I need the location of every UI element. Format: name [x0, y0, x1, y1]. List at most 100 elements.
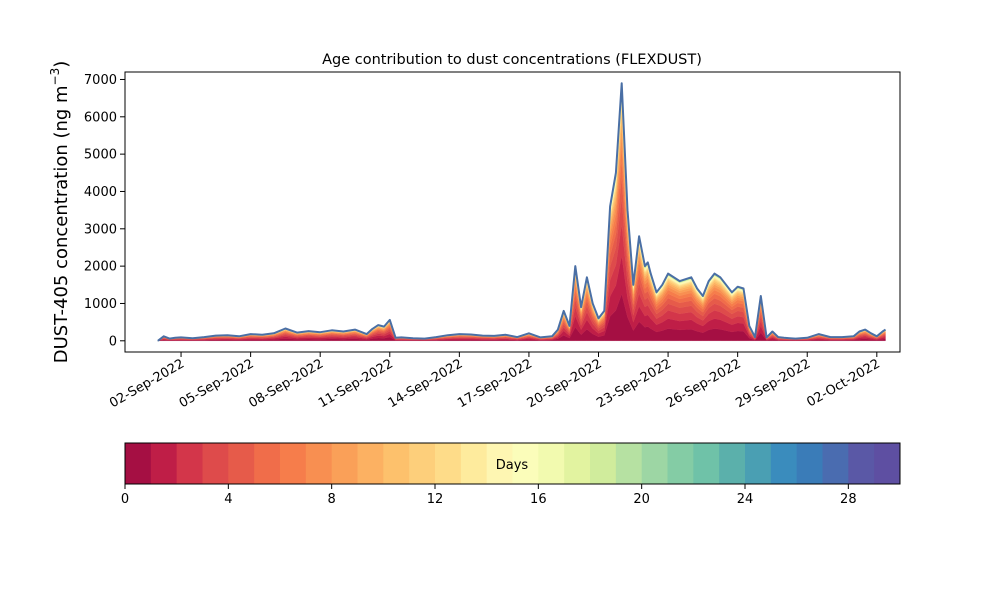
colorbar-swatch — [796, 443, 823, 484]
colorbar-swatch — [202, 443, 229, 484]
plot-frame — [124, 71, 901, 353]
x-tick-label: 29-Sep-2022 — [733, 356, 813, 411]
colorbar-swatch — [409, 443, 436, 484]
colorbar-tick-label: 16 — [530, 492, 547, 507]
y-axis-label-superscript: −3 — [48, 68, 62, 86]
age-band-area — [157, 84, 886, 341]
colorbar-swatch — [615, 443, 643, 484]
colorbar-swatch — [667, 443, 694, 484]
colorbar-swatch — [125, 443, 152, 484]
age-band-area — [157, 86, 886, 341]
colorbar-swatch — [305, 443, 333, 484]
age-colorbar — [125, 443, 901, 484]
colorbar-swatch — [874, 443, 901, 484]
y-tick-label: 5000 — [84, 148, 117, 163]
age-band-area — [157, 95, 886, 341]
age-band-area — [157, 105, 886, 341]
colorbar-axis: 0 4 8 12 16 20 24 28 — [121, 484, 857, 507]
age-band-area — [157, 85, 886, 341]
chart-title: Age contribution to dust concentrations … — [322, 52, 702, 68]
colorbar-tick-label: 8 — [328, 492, 336, 507]
colorbar-swatch — [641, 443, 668, 484]
x-tick-label: 23-Sep-2022 — [594, 356, 674, 411]
age-band-area — [157, 89, 886, 341]
age-band-area — [157, 111, 886, 341]
x-tick-label: 11-Sep-2022 — [316, 356, 396, 411]
age-band-area — [157, 83, 886, 341]
x-tick-label: 02-Oct-2022 — [804, 356, 882, 410]
age-stacked-areas — [157, 83, 886, 341]
x-axis: 02-Sep-202205-Sep-202208-Sep-202211-Sep-… — [107, 352, 883, 411]
colorbar-tick-label: 12 — [427, 492, 444, 507]
age-band-area — [157, 88, 886, 341]
colorbar-swatch — [383, 443, 410, 484]
age-band-area — [157, 146, 886, 341]
colorbar-swatch — [848, 443, 875, 484]
x-tick-label: 08-Sep-2022 — [246, 356, 326, 411]
age-band-area — [157, 83, 886, 341]
x-tick-label: 05-Sep-2022 — [177, 356, 257, 411]
age-band-area — [157, 83, 886, 341]
x-tick-label: 02-Sep-2022 — [107, 356, 187, 411]
colorbar-swatch — [719, 443, 746, 484]
age-band-area — [157, 255, 886, 341]
age-band-area — [157, 125, 886, 341]
age-band-area — [157, 93, 886, 341]
colorbar-swatch — [150, 443, 178, 484]
y-tick-label: 4000 — [84, 185, 117, 200]
x-tick-label: 26-Sep-2022 — [664, 356, 744, 411]
y-tick-label: 0 — [109, 334, 117, 349]
colorbar-swatch — [331, 443, 358, 484]
colorbar-swatch — [745, 443, 772, 484]
x-tick-label: 14-Sep-2022 — [386, 356, 466, 411]
age-band-area — [157, 134, 886, 341]
y-tick-label: 2000 — [84, 260, 117, 275]
age-band-area — [157, 117, 886, 341]
age-band-area — [157, 101, 886, 341]
colorbar-tick-label: 24 — [737, 492, 754, 507]
colorbar-tick-label: 4 — [224, 492, 232, 507]
y-axis-label-close: ) — [51, 61, 72, 68]
y-axis-label: DUST-405 concentration (ng m−3) — [48, 61, 72, 364]
colorbar-swatch — [435, 443, 462, 484]
age-band-area — [157, 87, 886, 341]
age-band-area — [157, 84, 886, 341]
colorbar-tick-label: 20 — [633, 492, 650, 507]
colorbar-swatch — [822, 443, 849, 484]
colorbar-swatch — [254, 443, 281, 484]
colorbar-swatch — [538, 443, 565, 484]
colorbar-swatch — [590, 443, 617, 484]
age-band-area — [157, 91, 886, 341]
age-band-area — [157, 160, 886, 341]
colorbar-tick-label: 0 — [121, 492, 129, 507]
colorbar-label: Days — [496, 458, 529, 473]
y-axis: 0 1000 2000 3000 4000 5000 6000 7000 — [84, 73, 125, 349]
colorbar-frame — [124, 442, 901, 485]
age-band-area — [157, 83, 886, 341]
x-tick-label: 17-Sep-2022 — [455, 356, 535, 411]
total-concentration-line — [157, 82, 887, 342]
colorbar-swatch — [486, 443, 513, 484]
colorbar-swatch — [357, 443, 384, 484]
colorbar-tick-label: 28 — [840, 492, 857, 507]
y-tick-label: 6000 — [84, 110, 117, 125]
colorbar-swatch — [176, 443, 203, 484]
colorbar-swatch — [228, 443, 255, 484]
y-tick-label: 1000 — [84, 297, 117, 312]
age-band-area — [157, 198, 886, 341]
age-band-area — [157, 224, 886, 341]
colorbar-swatch — [693, 443, 720, 484]
age-band-area — [157, 98, 886, 341]
colorbar-swatch — [512, 443, 539, 484]
age-band-area — [157, 85, 886, 341]
colorbar-swatch — [770, 443, 798, 484]
y-axis-label-main: DUST-405 concentration (ng m — [51, 85, 72, 363]
colorbar-swatch — [280, 443, 307, 484]
colorbar-swatch — [460, 443, 488, 484]
y-tick-label: 3000 — [84, 222, 117, 237]
age-band-area — [157, 83, 886, 341]
x-tick-label: 20-Sep-2022 — [525, 356, 605, 411]
y-tick-label: 7000 — [84, 73, 117, 88]
age-band-area — [157, 177, 886, 341]
